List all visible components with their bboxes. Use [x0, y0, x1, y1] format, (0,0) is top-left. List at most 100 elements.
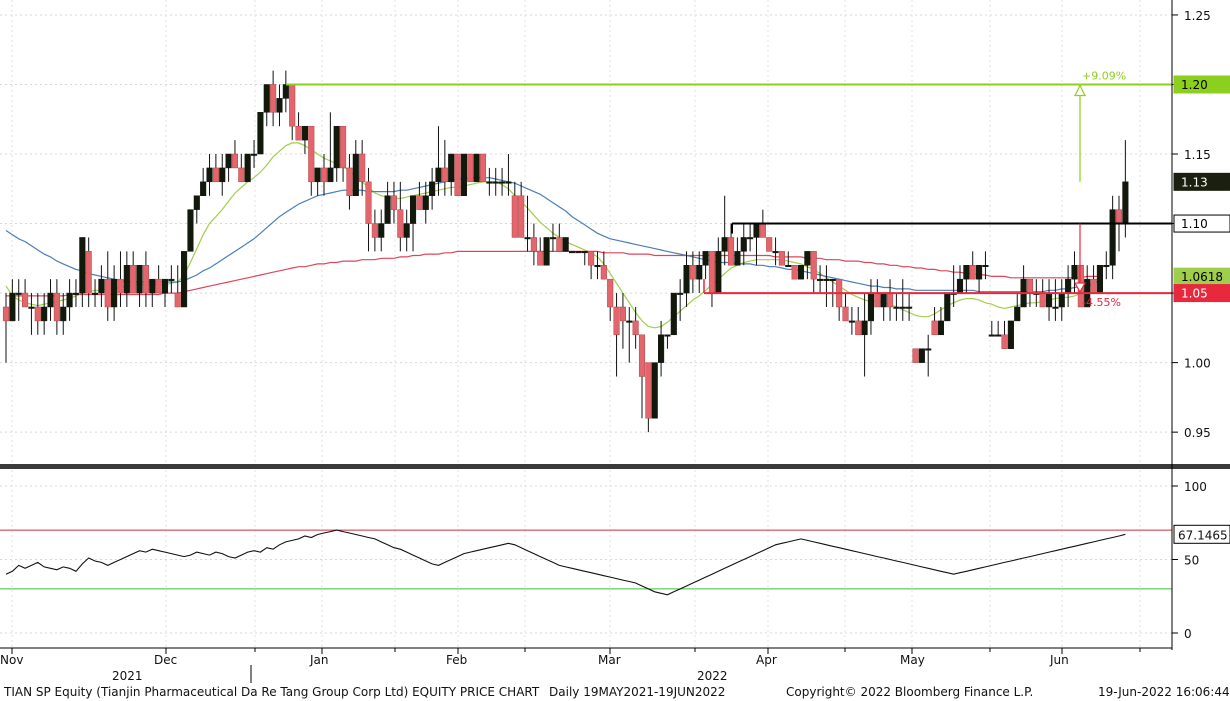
candle-body	[568, 251, 576, 254]
candle-body	[397, 209, 404, 238]
price-vertical-grid	[11, 0, 1141, 463]
candle-body	[98, 278, 105, 294]
candle-body	[1039, 292, 1046, 308]
candle-body	[34, 306, 41, 322]
candle-body	[340, 125, 347, 169]
candle-body	[600, 265, 607, 280]
price-axis-label: 1.00	[1184, 357, 1211, 371]
candle-body	[2, 306, 10, 322]
x-axis-month-label: Jan	[309, 653, 329, 667]
rsi-axis-label: 0	[1184, 627, 1192, 641]
candle-body	[842, 306, 849, 322]
candle-body	[778, 251, 785, 266]
candle-body	[715, 251, 722, 294]
candle-body	[1071, 265, 1078, 280]
candle-body	[543, 237, 550, 266]
candle-body	[371, 223, 378, 238]
rsi-axis: 100 50 0 67.1465	[1172, 480, 1230, 641]
candle-body	[696, 265, 703, 280]
candle-body	[855, 320, 862, 336]
down-arrow-head	[1073, 282, 1087, 294]
candle-body	[937, 320, 944, 336]
candle-body	[448, 153, 455, 183]
candle-body	[467, 153, 474, 183]
candle-body	[861, 320, 868, 336]
candle-body	[219, 167, 226, 183]
candle-body	[72, 292, 80, 295]
candle-body	[588, 251, 595, 266]
rsi-grid	[0, 485, 1172, 634]
x-axis-month-label: Dec	[154, 653, 177, 667]
rsi-last-label: 67.1465	[1178, 528, 1228, 542]
candle-body	[988, 334, 995, 337]
candle-body	[1115, 209, 1123, 224]
candle-body	[619, 306, 626, 322]
candle-body	[626, 320, 633, 323]
candle-body	[9, 292, 16, 322]
candle-body	[689, 265, 696, 280]
candle-body	[645, 362, 652, 419]
price-annotations: +9.09% -4.55%	[1073, 69, 1126, 309]
candle-body	[759, 223, 766, 238]
candle-body	[142, 265, 149, 294]
candle-body	[886, 292, 894, 308]
footer-timestamp: 19-Jun-2022 16:06:44	[1098, 685, 1230, 699]
candle-body	[963, 265, 970, 280]
candle-body	[282, 84, 289, 99]
candle-body	[995, 334, 1002, 337]
candle-body	[422, 195, 429, 210]
candle-body	[257, 112, 264, 155]
candle-body	[289, 84, 296, 127]
candle-body	[613, 306, 620, 336]
footer-period-text: Daily 19MAY2021-19JUN2022	[549, 685, 726, 699]
candle-body	[53, 292, 60, 322]
candle-body	[1090, 278, 1097, 294]
candle-body	[1052, 306, 1059, 309]
candle-body	[1103, 265, 1110, 268]
candle-body	[607, 278, 614, 308]
candle-body	[320, 167, 328, 183]
candle-body	[530, 237, 537, 252]
footer-copyright: Copyright© 2022 Bloomberg Finance L.P.	[786, 685, 1034, 699]
candle-body	[537, 251, 544, 266]
candle-body	[429, 181, 436, 196]
candle-body	[403, 223, 410, 238]
candle-body	[479, 153, 487, 183]
candle-body	[982, 265, 989, 268]
candle-body	[384, 195, 391, 224]
candle-body	[664, 334, 671, 337]
candle-body	[556, 237, 563, 252]
candle-body	[301, 125, 308, 141]
candle-body	[880, 292, 887, 308]
candle-body	[492, 181, 499, 184]
candle-body	[123, 265, 130, 294]
candle-body	[111, 278, 118, 308]
candle-body	[473, 153, 480, 183]
candle-body	[60, 306, 67, 322]
price-axis-label: 0.95	[1184, 426, 1211, 440]
candle-body	[225, 153, 232, 169]
candle-body	[168, 278, 175, 281]
candle-body	[1007, 320, 1014, 349]
candle-body	[244, 153, 251, 183]
footer-security-text: TIAN SP Equity (Tianjin Pharmaceutical D…	[4, 685, 540, 699]
x-axis-year-label: 2022	[697, 669, 728, 683]
x-axis-month-label: Nov	[0, 653, 23, 667]
candle-body	[28, 306, 35, 309]
candle-body	[651, 362, 658, 419]
candle-body	[848, 320, 855, 323]
candle-body	[944, 292, 951, 322]
candle-body	[409, 195, 417, 224]
panel-separator	[0, 464, 1230, 469]
rsi-axis-label: 50	[1184, 554, 1199, 568]
level-box-label: 1.10	[1181, 217, 1208, 231]
candle-body	[1122, 181, 1129, 224]
candle-body	[747, 237, 754, 240]
candle-body	[727, 237, 735, 266]
candle-body	[79, 237, 86, 294]
price-axis: 1.251.201.151.101.051.000.951.201.131.10…	[1172, 9, 1230, 440]
candle-body	[785, 265, 792, 268]
candle-body	[912, 348, 919, 363]
candle-body	[753, 223, 760, 238]
candle-body	[435, 167, 442, 183]
